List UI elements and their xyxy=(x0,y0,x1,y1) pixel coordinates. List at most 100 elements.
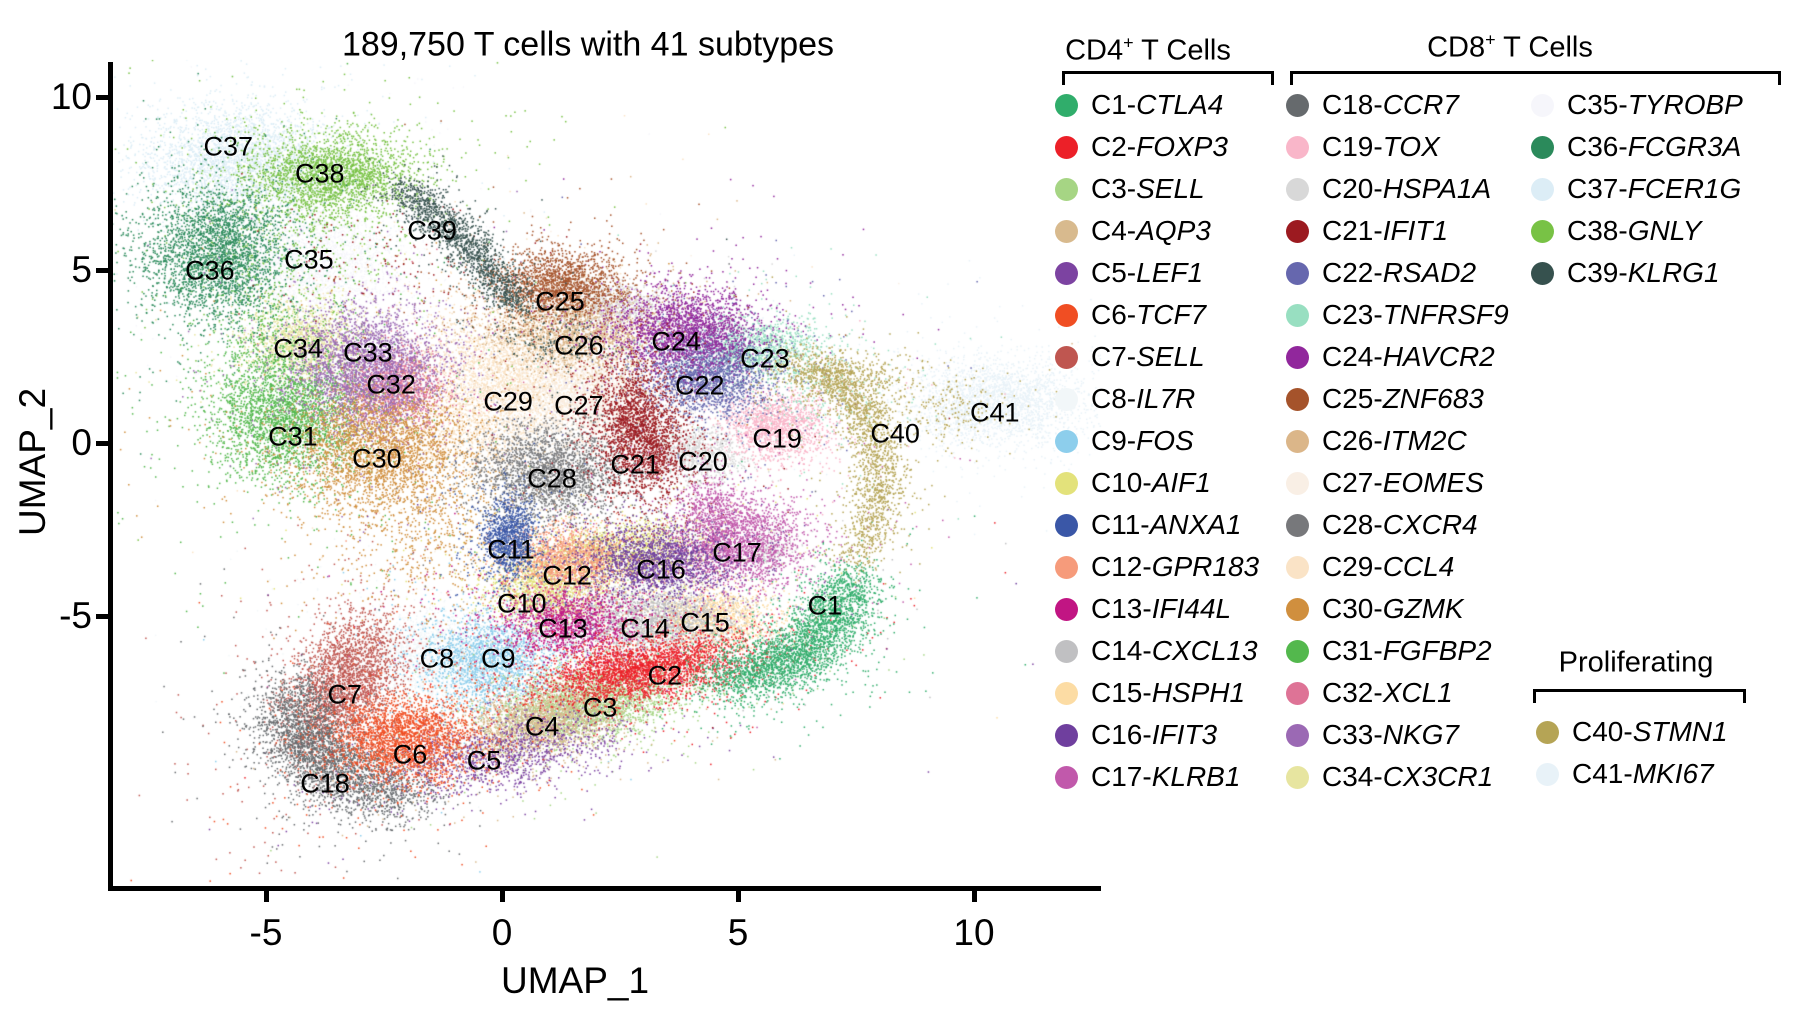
legend-item-c11: C11-ANXA1 xyxy=(1055,509,1241,541)
legend-cluster-id: C36 xyxy=(1567,131,1619,162)
legend-gene-name: CCL4 xyxy=(1382,551,1455,582)
legend-gene-name: TOX xyxy=(1382,131,1440,162)
legend-gene-name: CX3CR1 xyxy=(1382,761,1494,792)
cluster-label-c25: C25 xyxy=(535,286,585,317)
legend-dash: - xyxy=(1126,299,1137,330)
cluster-color-swatch-c22 xyxy=(1286,261,1309,285)
legend-gene-name: IFI44L xyxy=(1151,593,1232,624)
legend-item-c34: C34-CX3CR1 xyxy=(1286,761,1493,793)
legend-gene-name: GZMK xyxy=(1382,593,1464,624)
legend-item-c5: C5-LEF1 xyxy=(1055,257,1203,289)
legend-cluster-id: C23 xyxy=(1322,299,1374,330)
legend-cluster-id: C20 xyxy=(1322,173,1374,204)
legend-cluster-id: C6 xyxy=(1091,299,1127,330)
legend-item-label: C25-ZNF683 xyxy=(1322,383,1484,415)
legend-item-c17: C17-KLRB1 xyxy=(1055,761,1240,793)
cluster-color-swatch-c27 xyxy=(1286,471,1309,495)
x-tick-label: -5 xyxy=(249,912,283,953)
legend-item-c4: C4-AQP3 xyxy=(1055,215,1211,247)
legend-item-label: C32-XCL1 xyxy=(1322,677,1453,709)
legend-item-label: C29-CCL4 xyxy=(1322,551,1454,583)
legend-gene-name: NKG7 xyxy=(1382,719,1459,750)
legend-dash: - xyxy=(1142,467,1152,498)
legend-dash: - xyxy=(1126,341,1137,372)
cluster-color-swatch-c34 xyxy=(1286,765,1309,789)
legend-item-label: C21-IFIT1 xyxy=(1322,215,1448,247)
legend-dash: - xyxy=(1126,425,1137,456)
cluster-label-c38: C38 xyxy=(295,158,345,189)
legend-header-proliferating: Proliferating xyxy=(1559,647,1714,680)
legend-item-c31: C31-FGFBP2 xyxy=(1286,635,1492,667)
legend-cluster-id: C34 xyxy=(1322,761,1374,792)
legend-cluster-id: C30 xyxy=(1322,593,1374,624)
legend-item-c37: C37-FCER1G xyxy=(1531,173,1741,205)
legend-item-c2: C2-FOXP3 xyxy=(1055,131,1228,163)
cluster-color-swatch-c33 xyxy=(1286,723,1309,747)
cluster-label-c30: C30 xyxy=(352,443,402,474)
cluster-color-swatch-c20 xyxy=(1286,177,1309,201)
legend-header-cd4-sup: + xyxy=(1123,32,1134,53)
legend-dash: - xyxy=(1618,131,1628,162)
legend-gene-name: IL7R xyxy=(1136,383,1196,414)
cluster-label-c36: C36 xyxy=(185,255,235,286)
legend-item-c8: C8-IL7R xyxy=(1055,383,1195,415)
legend-gene-name: TYROBP xyxy=(1627,89,1743,120)
legend-gene-name: MKI67 xyxy=(1632,758,1714,789)
legend-cluster-id: C7 xyxy=(1091,341,1127,372)
legend-item-label: C9-FOS xyxy=(1091,425,1194,457)
legend-gene-name: FCER1G xyxy=(1627,173,1742,204)
legend-dash: - xyxy=(1373,89,1383,120)
plot-title: 189,750 T cells with 41 subtypes xyxy=(341,25,835,64)
legend-item-c27: C27-EOMES xyxy=(1286,467,1484,499)
legend-gene-name: FCGR3A xyxy=(1627,131,1742,162)
cluster-color-swatch-c32 xyxy=(1286,681,1309,705)
legend-item-label: C12-GPR183 xyxy=(1091,551,1259,583)
legend-item-c7: C7-SELL xyxy=(1055,341,1205,373)
legend-item-label: C41-MKI67 xyxy=(1572,758,1714,790)
legend-item-c19: C19-TOX xyxy=(1286,131,1440,163)
cluster-label-c27: C27 xyxy=(554,390,604,421)
cluster-color-swatch-c2 xyxy=(1055,135,1078,159)
legend-item-label: C18-CCR7 xyxy=(1322,89,1459,121)
legend-cluster-id: C24 xyxy=(1322,341,1374,372)
legend-item-label: C20-HSPA1A xyxy=(1322,173,1491,205)
legend-dash: - xyxy=(1142,551,1152,582)
legend-item-label: C39-KLRG1 xyxy=(1567,257,1720,289)
cluster-color-swatch-c3 xyxy=(1055,177,1078,201)
legend-dash: - xyxy=(1142,593,1152,624)
y-tick-label: 5 xyxy=(71,249,92,290)
legend-dash: - xyxy=(1142,761,1152,792)
bracket-cd4 xyxy=(1062,71,1274,85)
legend-dash: - xyxy=(1618,89,1628,120)
legend-dash: - xyxy=(1373,719,1383,750)
cluster-color-swatch-c6 xyxy=(1055,303,1078,327)
legend-cluster-id: C4 xyxy=(1091,215,1127,246)
legend-cluster-id: C10 xyxy=(1091,467,1143,498)
legend-gene-name: FOS xyxy=(1136,425,1194,456)
cluster-color-swatch-c30 xyxy=(1286,597,1309,621)
legend-header-cd8-base: CD8 xyxy=(1427,31,1486,64)
legend-gene-name: LEF1 xyxy=(1136,257,1204,288)
legend-item-c23: C23-TNFRSF9 xyxy=(1286,299,1509,331)
cluster-label-c13: C13 xyxy=(538,613,588,644)
legend-gene-name: IFIT1 xyxy=(1382,215,1449,246)
legend-header-cd4-rest: T Cells xyxy=(1133,34,1231,67)
legend-item-label: C7-SELL xyxy=(1091,341,1205,373)
legend-item-c24: C24-HAVCR2 xyxy=(1286,341,1495,373)
legend-item-label: C6-TCF7 xyxy=(1091,299,1206,331)
legend-gene-name: KLRB1 xyxy=(1151,761,1241,792)
legend-cluster-id: C18 xyxy=(1322,89,1374,120)
legend-item-c41: C41-MKI67 xyxy=(1536,758,1714,790)
legend-dash: - xyxy=(1373,761,1383,792)
cluster-color-swatch-c26 xyxy=(1286,429,1309,453)
cluster-color-swatch-c17 xyxy=(1055,765,1078,789)
cluster-label-c34: C34 xyxy=(273,333,323,364)
cluster-label-c26: C26 xyxy=(554,330,604,361)
legend-cluster-id: C11 xyxy=(1091,509,1141,540)
legend-gene-name: AQP3 xyxy=(1136,215,1211,246)
legend-dash: - xyxy=(1373,677,1383,708)
legend-item-c21: C21-IFIT1 xyxy=(1286,215,1448,247)
y-tick-label: -5 xyxy=(59,595,92,636)
cluster-label-c21: C21 xyxy=(610,449,660,480)
